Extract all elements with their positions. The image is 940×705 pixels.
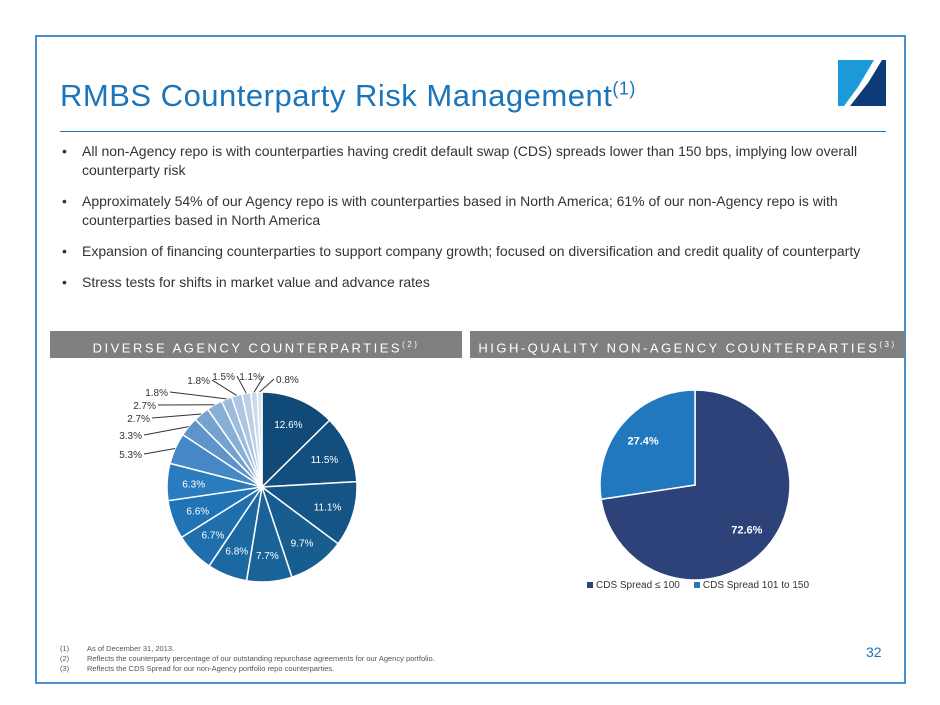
- legend-item: CDS Spread ≤ 100: [587, 580, 680, 591]
- slice-label: 1.1%: [239, 372, 262, 383]
- header-text: DIVERSE AGENCY COUNTERPARTIES: [92, 340, 403, 356]
- leader-line: [143, 447, 176, 455]
- slice-label: 2.7%: [133, 401, 156, 412]
- leader-line: [169, 391, 227, 400]
- bullet-item: Expansion of financing counterparties to…: [60, 242, 890, 261]
- chart-legend: CDS Spread ≤ 100 CDS Spread 101 to 150: [587, 580, 809, 591]
- non-agency-header: HIGH-QUALITY NON-AGENCY COUNTERPARTIES(3…: [470, 331, 905, 358]
- slice-label: 27.4%: [628, 435, 659, 447]
- slice-label: 6.8%: [225, 547, 248, 558]
- leader-line: [151, 413, 202, 419]
- footnote-number: (2): [60, 654, 70, 663]
- legend-swatch: [693, 582, 700, 588]
- legend-label: CDS Spread 101 to 150: [702, 580, 810, 591]
- footnote-text: Reflects the CDS Spread for our non-Agen…: [87, 664, 335, 673]
- pie-slice: [259, 480, 358, 545]
- slice-label: 12.6%: [274, 420, 302, 431]
- agency-header: DIVERSE AGENCY COUNTERPARTIES(2): [50, 331, 462, 358]
- slice-label: 1.8%: [187, 376, 210, 387]
- leader-line: [236, 375, 247, 394]
- bullet-item: Stress tests for shifts in market value …: [60, 273, 890, 292]
- slice-label: 3.3%: [119, 431, 142, 442]
- pie-slice: [261, 391, 331, 489]
- title-text: RMBS Counterparty Risk Management: [60, 78, 613, 113]
- bullet-list: All non-Agency repo is with counterparti…: [60, 142, 890, 304]
- bullet-item: Approximately 54% of our Agency repo is …: [60, 192, 890, 230]
- leader-line: [253, 375, 265, 393]
- slice-label: 0.8%: [276, 375, 299, 386]
- slide-frame: [35, 35, 906, 684]
- leader-line: [211, 379, 237, 396]
- slice-label: 72.6%: [731, 525, 762, 537]
- pie-slice: [599, 389, 696, 501]
- slice-label: 6.6%: [186, 507, 209, 518]
- slice-label: 5.3%: [119, 450, 142, 461]
- page-title: RMBS Counterparty Risk Management(1): [60, 78, 636, 114]
- footnotes: (1) As of December 31, 2013. (2) Reflects …: [60, 644, 435, 674]
- legend-swatch: [587, 582, 593, 588]
- header-sup: (3): [879, 340, 897, 349]
- leader-line: [259, 378, 275, 393]
- legend-label: CDS Spread ≤ 100: [596, 580, 680, 591]
- slice-label: 7.7%: [256, 551, 279, 562]
- bullet-item: All non-Agency repo is with counterparti…: [60, 142, 890, 180]
- slice-label: 2.7%: [127, 414, 150, 425]
- slice-label: 6.7%: [201, 531, 224, 542]
- page-number: 32: [866, 644, 882, 660]
- title-footnote-ref: (1): [612, 78, 636, 99]
- leader-line: [143, 426, 189, 436]
- slice-label: 11.5%: [311, 455, 339, 466]
- legend-item: CDS Spread 101 to 150: [693, 580, 810, 591]
- non-agency-pie-chart: 72.6% 27.4%: [599, 389, 791, 580]
- slice-label: 1.8%: [145, 388, 168, 399]
- header-sup: (2): [402, 340, 420, 349]
- footnote-number: (3): [60, 664, 70, 673]
- footnote: (1) As of December 31, 2013.: [60, 644, 435, 654]
- footnote: (2) Reflects the counterparty percentage …: [60, 654, 435, 664]
- slice-label: 9.7%: [291, 538, 314, 549]
- footnote-number: (1): [60, 644, 70, 653]
- footnote-text: Reflects the counterparty percentage of …: [87, 654, 435, 663]
- slice-label: 6.3%: [182, 479, 205, 490]
- agency-pie-chart: 12.6% 11.5% 11.1% 9.7% 7.7% 6.8%6.7% 6.6% 6.3% 5…: [119, 372, 358, 583]
- header-text: HIGH-QUALITY NON-AGENCY COUNTERPARTIES: [478, 340, 880, 356]
- title-divider: [60, 131, 886, 132]
- slice-label: 11.1%: [314, 503, 342, 514]
- slice-label: 1.5%: [212, 372, 235, 383]
- pie-slice: [260, 419, 358, 488]
- footnote: (3) Reflects the CDS Spread for our non-A…: [60, 664, 435, 674]
- footnote-text: As of December 31, 2013.: [87, 644, 175, 653]
- company-logo: [838, 60, 886, 106]
